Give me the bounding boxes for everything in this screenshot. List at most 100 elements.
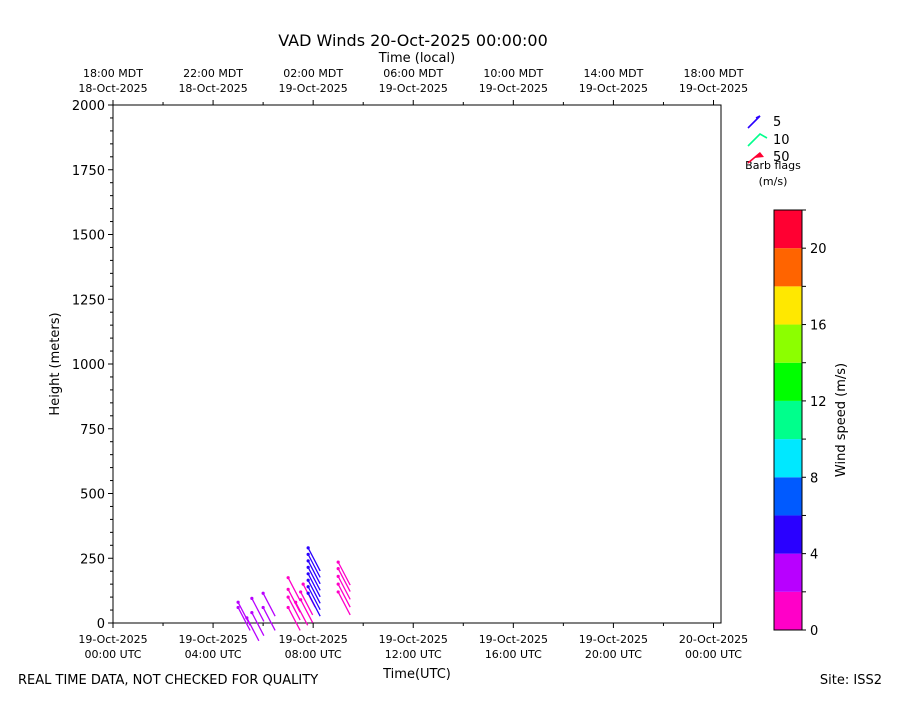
x-tick-label-time: 00:00 UTC <box>84 648 141 661</box>
colorbar-segment <box>774 553 802 592</box>
barb-tip <box>299 598 303 602</box>
barb-tip <box>306 559 310 563</box>
barb-tip <box>306 578 310 582</box>
x-tick-label-date: 19-Oct-2025 <box>379 633 448 646</box>
x-tick-label-date: 19-Oct-2025 <box>178 633 247 646</box>
wind-barb <box>236 605 251 631</box>
x-tick-label-date: 19-Oct-2025 <box>78 633 147 646</box>
wind-barb <box>306 591 321 617</box>
barb-legend-entry: 5 <box>747 115 781 130</box>
x-tick-label-time: 08:00 UTC <box>285 648 342 661</box>
colorbar-tick-label: 20 <box>810 242 827 257</box>
colorbar-tick-label: 8 <box>810 471 818 486</box>
top-tick-label-time: 18:00 MDT <box>684 67 744 80</box>
x-tick-label-time: 00:00 UTC <box>685 648 742 661</box>
colorbar: Wind speed (m/s) 0 4 8 12 16 20 <box>773 209 849 639</box>
barb-tip <box>336 567 340 571</box>
top-tick-label-date: 19-Oct-2025 <box>579 82 648 95</box>
barb-staff <box>307 567 321 591</box>
x-tick-label-time: 12:00 UTC <box>385 648 442 661</box>
barb-staff <box>300 599 314 623</box>
barb-staff <box>287 607 301 631</box>
top-tick-label-time: 06:00 MDT <box>383 67 443 80</box>
barb-staff <box>300 591 314 616</box>
y-tick-label: 250 <box>80 552 105 567</box>
barb-tip <box>306 565 310 569</box>
wind-barb <box>336 574 351 600</box>
barb-tip <box>286 605 290 610</box>
barb-legend-caption-line2: (m/s) <box>759 175 788 188</box>
colorbar-segment <box>774 248 802 287</box>
barb-staff <box>307 592 321 617</box>
wind-barb <box>286 576 301 601</box>
top-tick-label-time: 14:00 MDT <box>583 67 643 80</box>
barb-staff <box>337 561 351 586</box>
quality-disclaimer: REAL TIME DATA, NOT CHECKED FOR QUALITY <box>18 673 319 688</box>
barb-staff <box>307 560 321 585</box>
barb-staff <box>251 598 265 622</box>
wind-barb <box>294 600 309 626</box>
barb-staff <box>307 579 321 604</box>
wind-barb <box>250 596 265 622</box>
barb-staff <box>262 592 276 617</box>
wind-barb <box>306 572 321 598</box>
top-tick-label-time: 02:00 MDT <box>283 67 343 80</box>
barb-tip <box>301 582 305 586</box>
colorbar-segment <box>774 324 802 363</box>
barb-tip <box>250 611 254 615</box>
colorbar-segment <box>774 477 802 516</box>
wind-barb <box>306 578 321 604</box>
barb-staff <box>287 589 301 613</box>
top-tick-label-time: 22:00 MDT <box>183 67 243 80</box>
barb-staff <box>287 577 301 601</box>
barb-tip <box>299 590 303 594</box>
barb-staff <box>337 591 351 616</box>
wind-barb <box>286 595 301 621</box>
barb-legend-glyph <box>747 133 768 147</box>
barb-tip <box>286 587 290 591</box>
barb-staff <box>307 586 321 611</box>
x-tick-label-date: 20-Oct-2025 <box>679 633 748 646</box>
wind-barb <box>250 611 265 636</box>
colorbar-frame <box>773 209 803 631</box>
barb-legend-caption-line1: Barb flags <box>745 159 801 172</box>
wind-barb <box>299 590 314 616</box>
barb-staff <box>287 596 301 621</box>
top-tick-label-date: 19-Oct-2025 <box>279 82 348 95</box>
wind-barb <box>306 565 321 591</box>
barb-legend-glyph <box>747 115 761 129</box>
wind-barb <box>336 560 351 586</box>
barb-tip <box>336 574 340 578</box>
barb-legend-entry: 50 <box>747 150 790 165</box>
barb-tip <box>306 552 310 556</box>
x-tick-label-date: 19-Oct-2025 <box>279 633 348 646</box>
colorbar-segment <box>774 439 802 478</box>
colorbar-tick-label: 0 <box>810 624 818 639</box>
barb-legend-entry: 10 <box>747 133 790 148</box>
wind-barb <box>306 546 321 572</box>
plot-area <box>112 104 722 624</box>
y-tick-label: 500 <box>80 488 105 503</box>
barb-tip <box>286 576 290 580</box>
site-label: Site: ISS2 <box>819 673 882 688</box>
y-tick-label: 1750 <box>72 164 105 179</box>
top-tick-label-date: 19-Oct-2025 <box>479 82 548 95</box>
barb-legend: Barb flags (m/s) 5 10 50 <box>745 115 801 188</box>
barb-staff <box>295 601 309 626</box>
barb-staff <box>237 607 251 631</box>
barb-tip <box>306 572 310 576</box>
barb-legend-value: 50 <box>773 150 790 165</box>
top-tick-label-date: 18-Oct-2025 <box>178 82 247 95</box>
barb-staff <box>307 547 321 572</box>
barb-staff <box>246 617 260 642</box>
barb-tip <box>286 595 290 599</box>
colorbar-tick-label: 4 <box>810 548 818 563</box>
wind-barb <box>261 605 276 631</box>
barb-staff <box>337 583 351 608</box>
barb-tip <box>261 591 265 595</box>
barb-staff <box>262 607 276 631</box>
barb-tip <box>236 600 240 604</box>
top-tick-label-time: 10:00 MDT <box>483 67 543 80</box>
bottom-axis-ticks: 19-Oct-2025 00:00 UTC 19-Oct-2025 04:00 UTC… <box>78 623 748 661</box>
wind-barb <box>299 598 314 623</box>
